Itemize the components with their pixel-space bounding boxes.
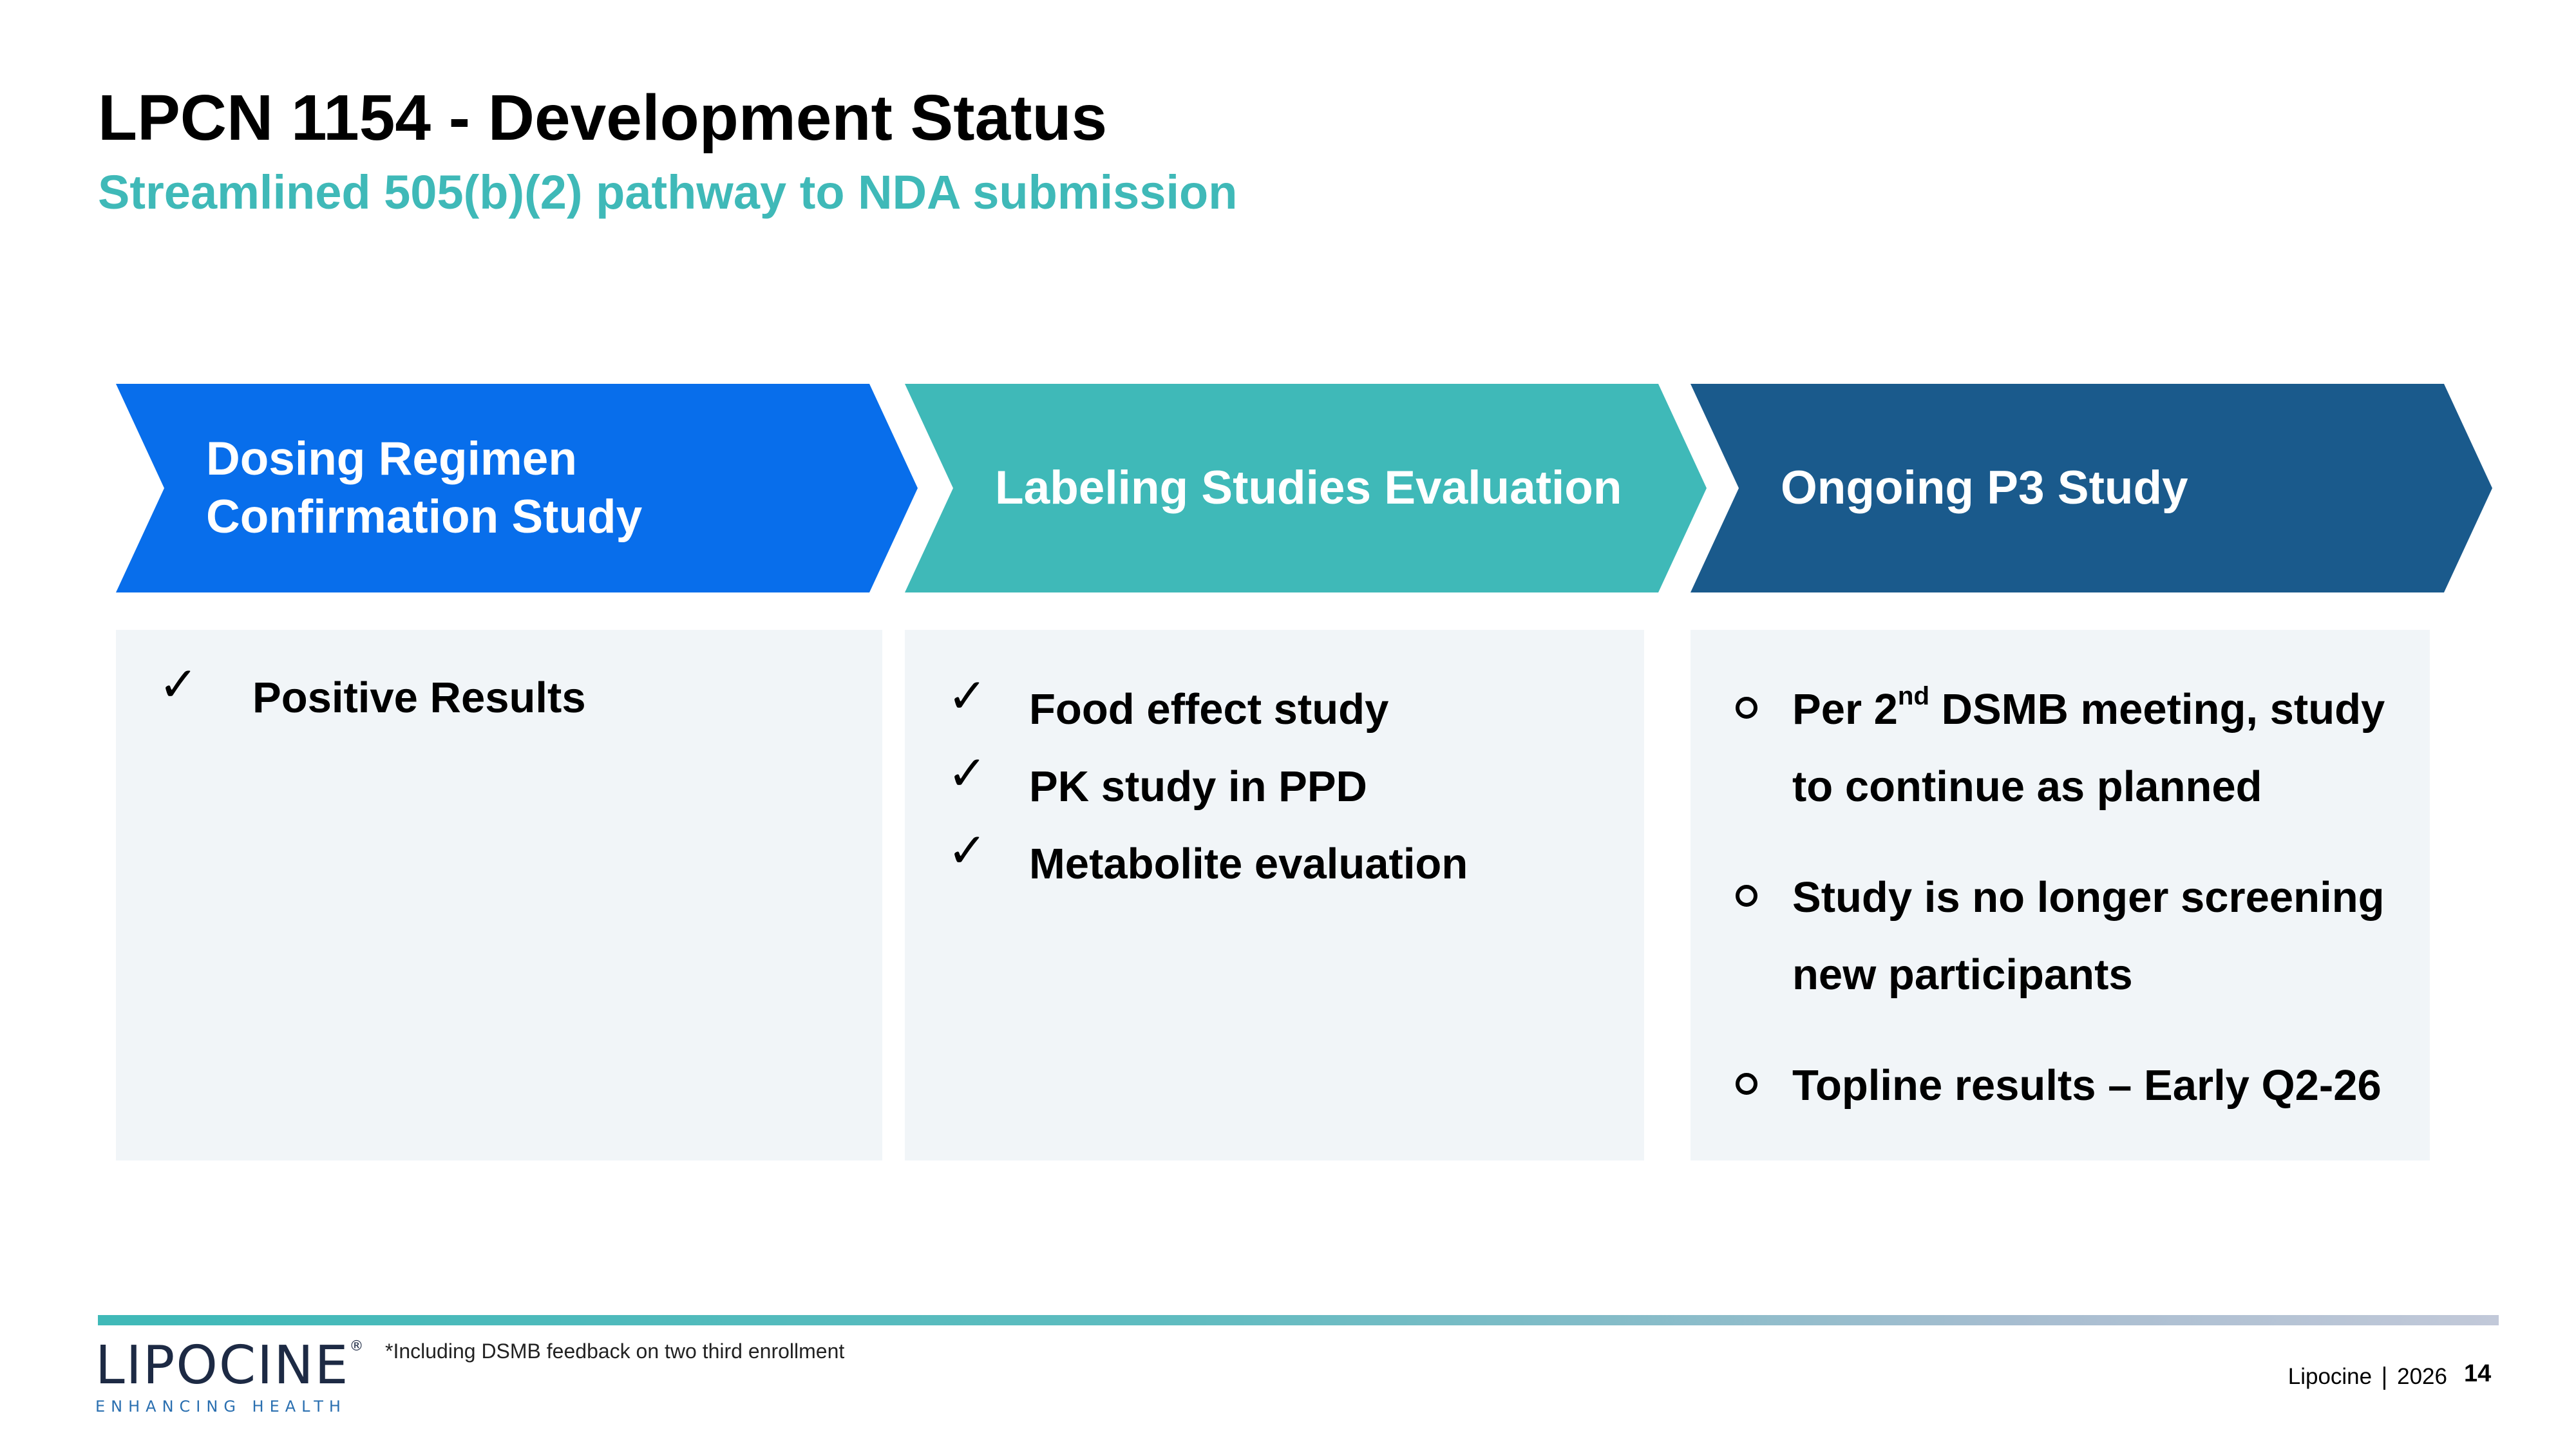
check-mark-icon: ✓ — [947, 746, 988, 801]
stage-label-dosing: Dosing Regimen Confirmation Study — [206, 430, 642, 546]
logo-wordmark: LIPOCINE® — [95, 1340, 365, 1392]
footnote: *Including DSMB feedback on two third en… — [385, 1340, 845, 1363]
circle-bullet-icon — [1736, 697, 1757, 719]
stage-label-labeling: Labeling Studies Evaluation — [995, 462, 1622, 515]
circle-bullet-icon — [1736, 885, 1757, 907]
list-item-text: Per 2 — [1792, 685, 1898, 734]
list-item: Study is no longer screening — [1792, 873, 2385, 922]
check-mark-icon: ✓ — [158, 657, 199, 712]
footer-separator — [2383, 1366, 2386, 1390]
stage-chevron-dosing: Dosing Regimen Confirmation Study — [116, 384, 918, 592]
stage-panel-p3: Per 2nd DSMB meeting, study to continue … — [1690, 630, 2430, 1160]
stage-panel-dosing: ✓ Positive Results — [116, 630, 882, 1160]
footer-divider — [98, 1315, 2499, 1325]
stage-label-line: Confirmation Study — [206, 491, 643, 543]
list-item: PK study in PPD — [1029, 762, 1367, 811]
list-item: Positive Results — [252, 674, 586, 722]
registered-mark: ® — [349, 1338, 365, 1354]
footer-company-year: Lipocine 2026 — [2288, 1364, 2447, 1390]
circle-bullet-icon — [1736, 1073, 1757, 1095]
company-logo: LIPOCINE® ENHANCING HEALTH — [95, 1340, 365, 1416]
check-mark-icon: ✓ — [947, 823, 988, 878]
ordinal-suffix: nd — [1897, 681, 1930, 710]
list-item-text: DSMB meeting, study — [1929, 685, 2385, 734]
check-mark-icon: ✓ — [947, 668, 988, 724]
stage-panel-labeling: ✓ Food effect study ✓ PK study in PPD ✓ … — [905, 630, 1644, 1160]
stage-label-line: Dosing Regimen — [206, 433, 577, 486]
stage-label-p3: Ongoing P3 Study — [1781, 462, 2188, 515]
list-item-continuation: new participants — [1792, 951, 2133, 999]
slide-subtitle: Streamlined 505(b)(2) pathway to NDA sub… — [98, 166, 1238, 219]
logo-text: LIPOCINE — [95, 1335, 350, 1396]
footer-year: 2026 — [2397, 1364, 2447, 1389]
footer-company: Lipocine — [2287, 1364, 2372, 1389]
list-item: Food effect study — [1029, 685, 1389, 734]
page-number: 14 — [2464, 1360, 2492, 1387]
slide-title: LPCN 1154 - Development Status — [98, 82, 1108, 154]
list-item-continuation: to continue as planned — [1792, 762, 2262, 811]
list-item: Per 2nd DSMB meeting, study — [1792, 683, 2385, 734]
list-item: Topline results – Early Q2-26 — [1792, 1061, 2382, 1110]
stage-chevron-p3: Ongoing P3 Study — [1690, 384, 2492, 592]
stage-chevron-labeling: Labeling Studies Evaluation — [905, 384, 1707, 592]
list-item: Metabolite evaluation — [1029, 840, 1468, 888]
logo-tagline: ENHANCING HEALTH — [95, 1397, 346, 1416]
